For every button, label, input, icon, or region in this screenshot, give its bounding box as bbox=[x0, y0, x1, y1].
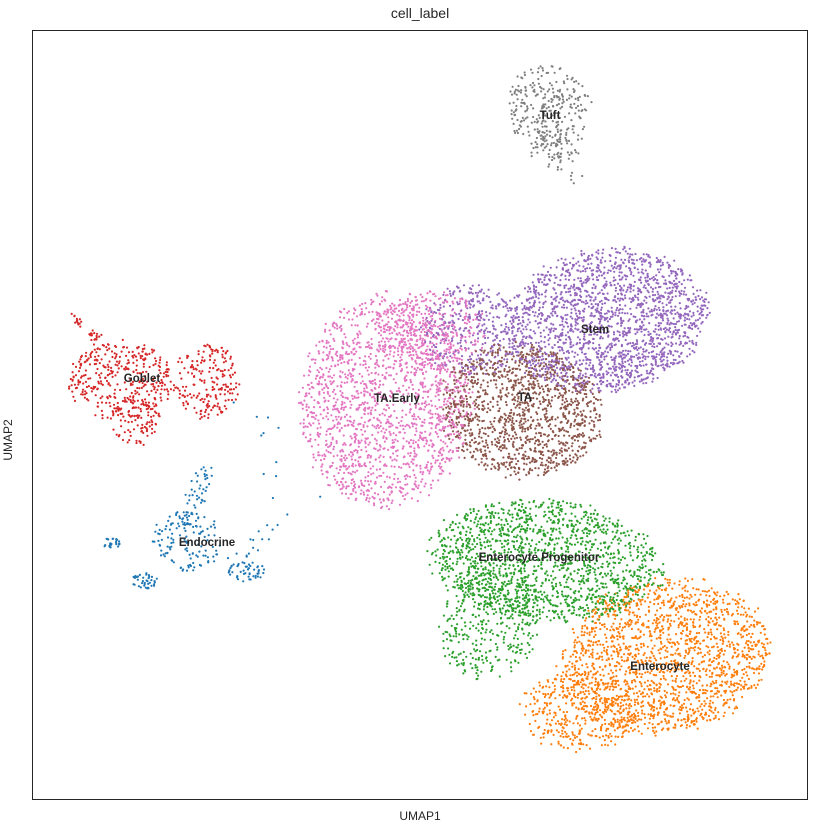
plot-title: cell_label bbox=[390, 5, 450, 21]
cluster-label-ta-early: TA.Early bbox=[374, 393, 420, 405]
cluster-label-ta: TA bbox=[517, 392, 533, 404]
cluster-label-tuft: Tuft bbox=[539, 110, 561, 122]
cluster-label-goblet: Goblet bbox=[123, 373, 161, 385]
y-axis-label: UMAP2 bbox=[1, 419, 15, 461]
x-axis-label: UMAP1 bbox=[399, 809, 441, 823]
umap-scatter-axes bbox=[32, 30, 808, 800]
scatter-points bbox=[68, 65, 772, 754]
cluster-label-endocrine: Endocrine bbox=[178, 537, 236, 549]
cluster-label-stem: Stem bbox=[580, 324, 610, 336]
cluster-label-enterocyte-progenitor: Enterocyte.Progenitor bbox=[478, 552, 600, 564]
cluster-label-enterocyte: Enterocyte bbox=[630, 661, 690, 673]
